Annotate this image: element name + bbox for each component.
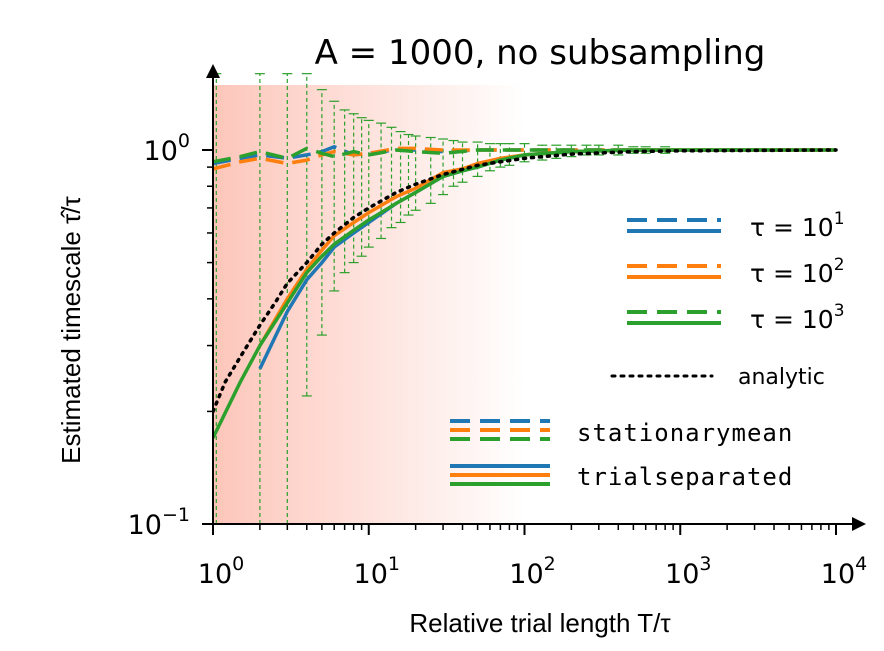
error-bar — [438, 138, 449, 196]
x-axis — [213, 517, 866, 531]
legend-item-tau3: τ = 103 — [627, 301, 845, 334]
series-dashed-line — [213, 146, 836, 164]
legend-trialseparated-label: trialseparated — [577, 463, 793, 491]
error-bar — [363, 119, 374, 248]
error-bar — [386, 126, 397, 229]
y-tick-label: 10−1 — [128, 504, 190, 541]
error-bar — [395, 130, 406, 224]
legend-tau1-label: τ = 10 — [750, 213, 834, 242]
error-bar — [484, 143, 495, 172]
y-tick-label: 100 — [144, 130, 190, 167]
x-axis-label: Relative trial length T/τ — [409, 608, 671, 638]
error-bar — [403, 133, 414, 216]
legend-analytic-label: analytic — [738, 365, 825, 390]
error-bar — [448, 139, 459, 187]
error-bar — [376, 122, 387, 240]
legend-tau1-exp: 1 — [834, 209, 845, 229]
legend-item-trialseparated: trialseparated — [450, 463, 793, 491]
legend-tau3-label: τ = 10 — [750, 305, 834, 334]
y-ticks: 10−1 100 — [128, 130, 213, 541]
error-bar — [301, 73, 312, 397]
legend: τ = 101 τ = 102 τ = 103 analytic station… — [450, 209, 845, 491]
x-tick-label: 103 — [665, 553, 711, 590]
series-dotted-line — [213, 148, 838, 414]
chart-title: A = 1000, no subsampling — [315, 33, 766, 73]
error-bar — [348, 113, 359, 264]
error-bar — [356, 117, 367, 257]
svg-text:τ = 101: τ = 101 — [750, 209, 845, 242]
error-bar — [410, 135, 421, 211]
error-bar — [316, 89, 327, 336]
y-axis-label: Estimated timescale τ̂/τ — [56, 195, 86, 463]
x-tick-label: 101 — [354, 553, 400, 590]
svg-text:τ = 102: τ = 102 — [750, 255, 845, 288]
error-bar — [339, 109, 350, 274]
svg-text:τ = 103: τ = 103 — [750, 301, 845, 334]
legend-item-analytic: analytic — [610, 365, 825, 390]
legend-tau2-label: τ = 10 — [750, 259, 834, 288]
error-bar — [472, 141, 483, 177]
error-bar — [425, 136, 436, 204]
x-tick-label: 104 — [821, 553, 867, 590]
series-solid-line — [213, 148, 836, 439]
legend-tau3-exp: 3 — [834, 301, 845, 321]
legend-tau2-exp: 2 — [834, 255, 845, 275]
error-bar — [329, 100, 340, 292]
error-bar — [457, 141, 468, 183]
error-bars — [213, 73, 671, 525]
y-axis — [206, 64, 220, 524]
legend-stationarymean-label: stationarymean — [577, 419, 793, 447]
legend-item-tau1: τ = 101 — [627, 209, 845, 242]
x-ticks: 100 101 102 103 104 — [198, 524, 867, 590]
series-lines — [213, 145, 838, 439]
legend-item-tau2: τ = 102 — [627, 255, 845, 288]
legend-item-stationarymean: stationarymean — [450, 419, 793, 447]
x-tick-label: 100 — [198, 553, 244, 590]
shaded-region — [213, 85, 525, 524]
x-tick-label: 102 — [509, 553, 555, 590]
